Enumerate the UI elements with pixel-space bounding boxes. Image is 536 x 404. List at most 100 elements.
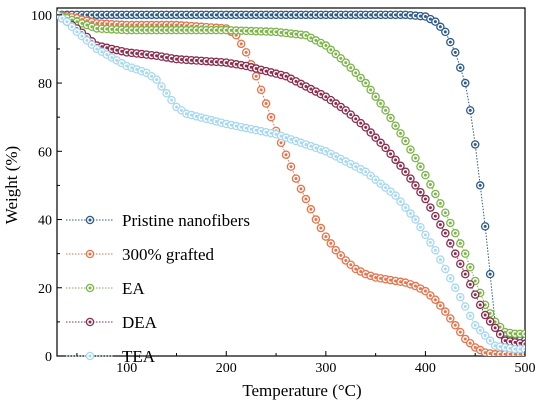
data-point xyxy=(520,344,525,354)
data-point xyxy=(62,17,72,26)
data-point xyxy=(391,121,400,130)
data-point xyxy=(376,99,385,108)
data-point xyxy=(426,180,435,189)
data-point xyxy=(411,215,420,224)
data-point xyxy=(461,78,470,88)
data-point xyxy=(411,153,420,163)
y-tick-label: 0 xyxy=(45,350,52,365)
data-point xyxy=(376,138,385,148)
data-point xyxy=(465,263,475,272)
data-point xyxy=(406,145,415,154)
data-point xyxy=(426,203,435,212)
data-point xyxy=(421,170,430,180)
data-point xyxy=(306,205,316,214)
data-point xyxy=(441,228,450,238)
data-point xyxy=(465,280,475,289)
data-point xyxy=(406,209,415,218)
data-point xyxy=(401,136,410,146)
data-point xyxy=(441,264,450,274)
data-point xyxy=(381,143,390,153)
x-tick-label: 500 xyxy=(515,361,536,376)
data-point xyxy=(356,73,365,83)
data-point xyxy=(401,203,410,212)
data-point xyxy=(361,78,370,88)
data-point xyxy=(256,85,266,95)
data-point xyxy=(391,155,400,165)
legend-item: EA xyxy=(66,279,145,298)
data-point xyxy=(446,314,455,323)
y-tick-label: 40 xyxy=(38,214,52,229)
data-point xyxy=(485,336,495,345)
data-point xyxy=(485,269,495,279)
data-point xyxy=(456,327,465,337)
legend-label: DEA xyxy=(122,313,158,332)
data-point xyxy=(446,218,455,228)
data-point xyxy=(361,123,370,132)
data-point xyxy=(465,311,475,321)
x-axis-title: Temperature (°C) xyxy=(242,381,361,400)
data-point xyxy=(520,329,525,339)
legend-marker xyxy=(85,317,95,327)
data-point xyxy=(446,37,455,47)
plot-area xyxy=(56,7,526,357)
data-point xyxy=(431,211,440,221)
data-point xyxy=(456,239,465,248)
data-point xyxy=(470,290,480,299)
data-point xyxy=(321,232,331,241)
x-tick-label: 200 xyxy=(216,361,237,376)
data-point xyxy=(341,58,351,67)
data-point xyxy=(157,82,166,91)
y-tick-label: 80 xyxy=(38,77,52,92)
legend-marker xyxy=(85,283,95,293)
plot-frame xyxy=(56,7,526,357)
data-point xyxy=(416,162,425,171)
data-point xyxy=(461,269,470,279)
data-point xyxy=(470,140,480,149)
legend-label: TEA xyxy=(122,347,156,366)
data-point xyxy=(67,22,77,32)
data-point xyxy=(485,317,495,326)
data-point xyxy=(416,222,425,232)
data-point xyxy=(436,220,445,229)
legend-marker xyxy=(85,351,95,361)
series-4 xyxy=(57,10,525,354)
data-point xyxy=(451,48,460,57)
data-point xyxy=(480,310,490,320)
data-point xyxy=(416,187,425,197)
data-point xyxy=(446,239,455,248)
data-point xyxy=(421,194,430,204)
data-point xyxy=(351,68,360,78)
data-point xyxy=(446,274,455,283)
data-point xyxy=(261,99,271,108)
legend-label: EA xyxy=(122,279,145,298)
data-point xyxy=(346,63,355,72)
data-point xyxy=(396,129,405,138)
data-point xyxy=(366,85,375,95)
data-point xyxy=(152,75,161,84)
legend-item: 300% grafted xyxy=(66,245,215,264)
data-point xyxy=(436,301,445,310)
data-point xyxy=(251,71,261,81)
legend: Pristine nanofibers 300% grafted EA DEA TEA xyxy=(66,211,250,366)
y-tick-label: 60 xyxy=(38,145,52,160)
data-point xyxy=(470,321,480,330)
data-point xyxy=(456,292,465,302)
data-point xyxy=(475,326,485,335)
axes-group: 100 200 300 400 500 0 20 40 60 80 100 xyxy=(31,9,536,376)
data-point xyxy=(431,17,440,26)
data-point xyxy=(451,283,460,293)
legend-item: TEA xyxy=(66,347,156,366)
y-tick-label: 100 xyxy=(31,9,52,24)
data-point xyxy=(316,223,326,233)
legend-item: Pristine nanofibers xyxy=(66,211,250,230)
data-point xyxy=(441,208,450,217)
data-point xyxy=(306,84,316,94)
data-point xyxy=(331,245,341,255)
data-point xyxy=(451,249,460,258)
data-point xyxy=(241,48,251,57)
data-point xyxy=(87,40,97,49)
data-point xyxy=(421,230,430,240)
data-point xyxy=(401,167,410,177)
data-point xyxy=(431,189,440,199)
